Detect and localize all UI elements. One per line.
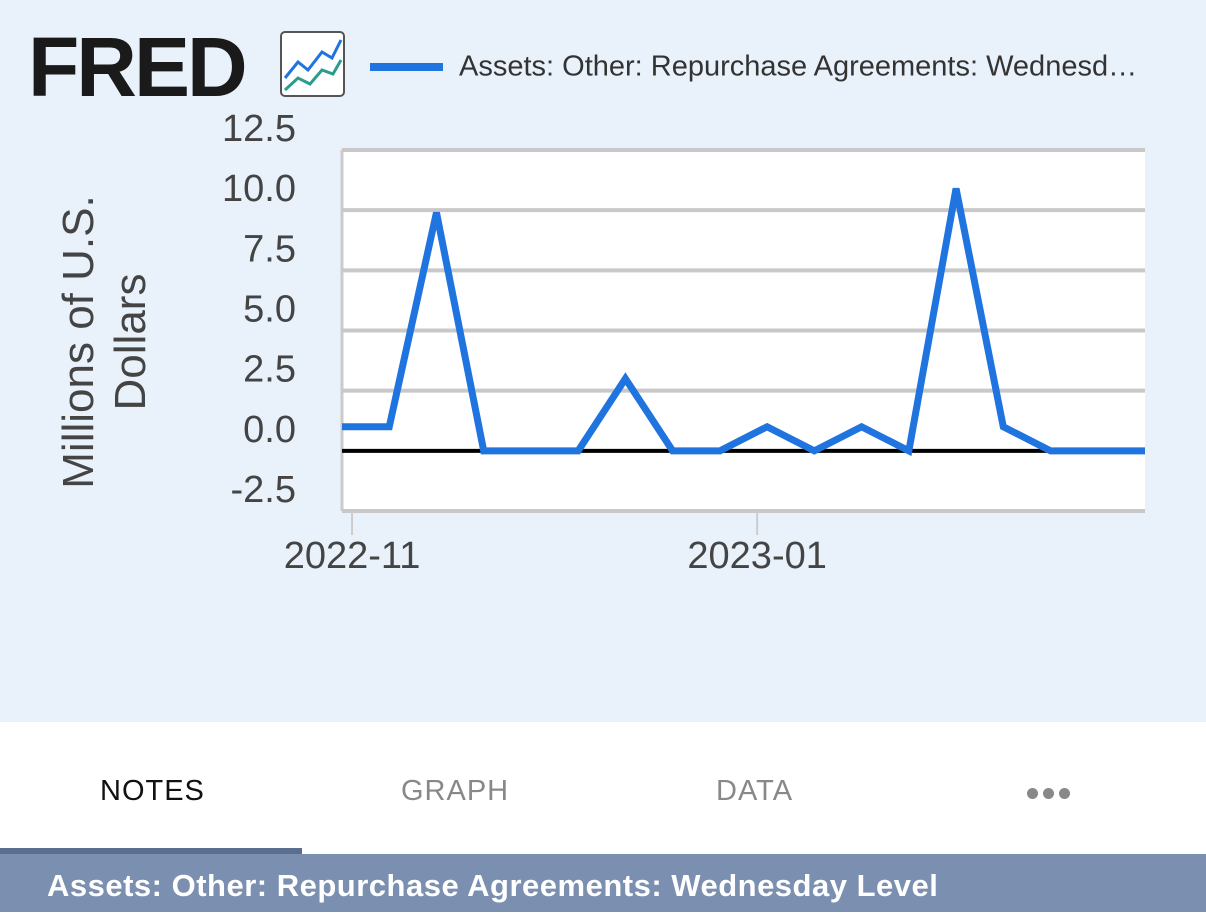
y-tick-label: 7.5 [243, 228, 296, 270]
more-button[interactable] [1027, 786, 1075, 804]
x-tick-label: 2022-11 [284, 535, 421, 577]
logo: FRED [28, 20, 245, 114]
chart-panel: FRED Assets: Other: Repurchase Agreement… [0, 0, 1206, 722]
legend-label: Assets: Other: Repurchase Agreements: We… [459, 51, 1137, 83]
x-tick-label: 2023-01 [687, 535, 826, 577]
chart: FRED Assets: Other: Repurchase Agreement… [28, 20, 1145, 577]
tab-graph[interactable]: GRAPH [401, 775, 510, 807]
y-tick-label: 0.0 [243, 409, 296, 451]
y-tick-label: 5.0 [243, 289, 296, 331]
y-tick-label: -2.5 [231, 469, 296, 511]
tab-indicator [0, 848, 302, 854]
y-tick-label: 10.0 [222, 168, 296, 210]
tab-data[interactable]: DATA [716, 775, 794, 807]
series-title: Assets: Other: Repurchase Agreements: We… [0, 854, 1206, 912]
tab-notes[interactable]: NOTES [100, 775, 205, 807]
logo-icon [280, 31, 345, 97]
data-line [342, 187, 1145, 457]
y-tick-label: 12.5 [222, 108, 296, 150]
y-tick-label: 2.5 [243, 349, 296, 391]
y-axis-label: Millions of U.S. Dollars [54, 195, 155, 489]
